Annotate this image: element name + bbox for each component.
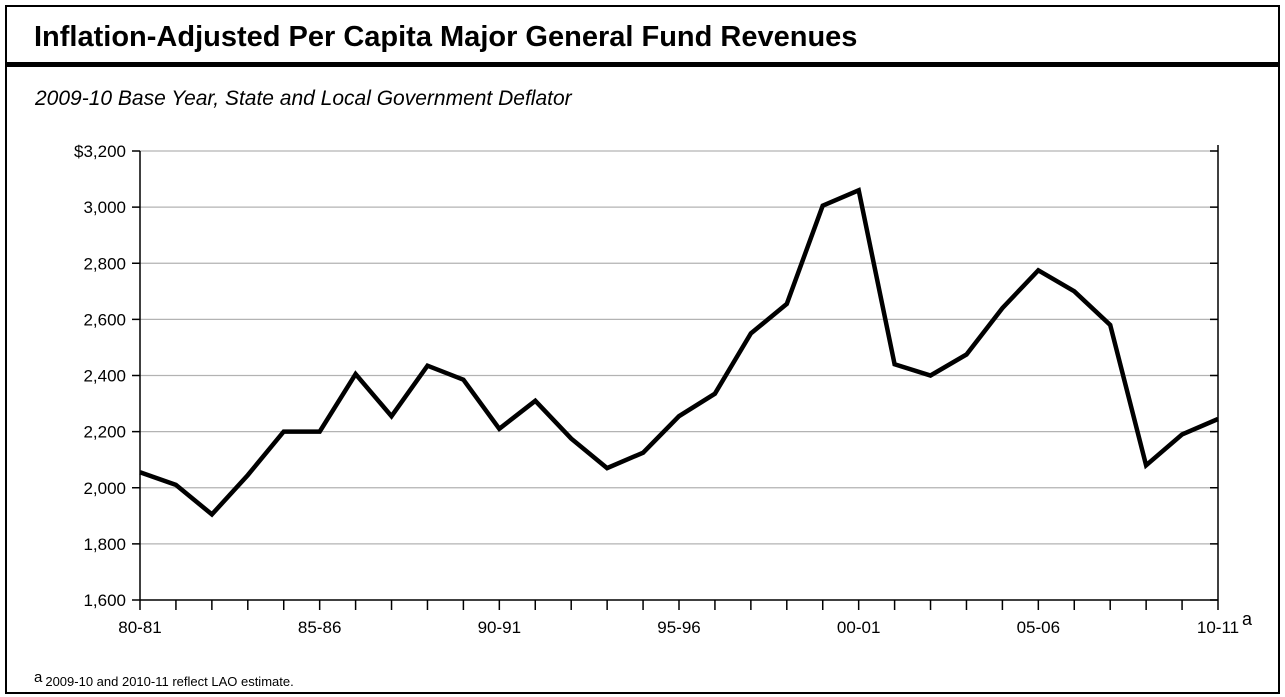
x-tick-label: 85-86 (298, 618, 341, 637)
footnote-marker: a (34, 669, 43, 686)
chart-frame: Inflation-Adjusted Per Capita Major Gene… (5, 5, 1280, 694)
x-tick-label: 95-96 (657, 618, 700, 637)
y-tick-label: 2,400 (83, 367, 126, 386)
footnote-text: 2009-10 and 2010-11 reflect LAO estimate… (45, 674, 294, 689)
x-tick-label: 90-91 (478, 618, 521, 637)
x-tick-label: 05-06 (1017, 618, 1060, 637)
x-tick-label-superscript: a (1242, 609, 1253, 629)
y-tick-label: 2,800 (83, 254, 126, 273)
series-line (139, 187, 1219, 518)
chart-subtitle: 2009-10 Base Year, State and Local Gover… (35, 87, 572, 110)
y-tick-label: 2,000 (83, 479, 126, 498)
line-chart: 1,600 1,800 2,000 2,200 2,400 2,600 2,800 3,000… (74, 142, 1253, 637)
title-bar: Inflation-Adjusted Per Capita Major Gene… (7, 7, 1278, 67)
y-tick-label: 1,600 (83, 591, 126, 610)
y-tick-label: 2,200 (83, 423, 126, 442)
chart-title: Inflation-Adjusted Per Capita Major Gene… (34, 21, 858, 53)
x-tick-label: 80-81 (118, 618, 161, 637)
y-tick-label: 3,000 (83, 198, 126, 217)
y-tick-label: 2,600 (83, 310, 126, 329)
x-tick-label: 10-11 (1197, 618, 1239, 637)
y-tick-label: $3,200 (74, 142, 126, 161)
footnote: a 2009-10 and 2010-11 reflect LAO estimat… (34, 669, 294, 689)
x-tick-label: 00-01 (837, 618, 880, 637)
y-tick-label: 1,800 (83, 535, 126, 554)
